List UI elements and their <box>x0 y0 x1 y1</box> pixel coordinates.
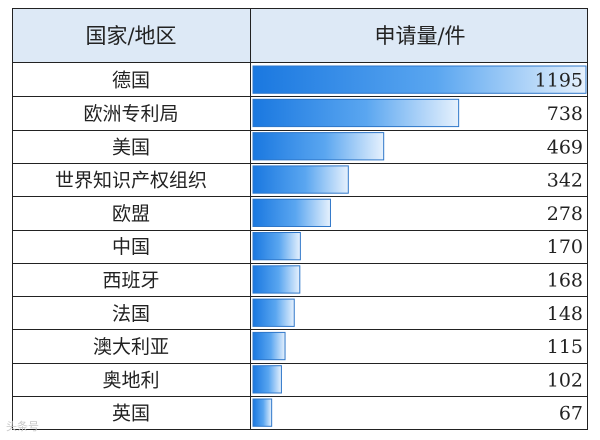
category-label: 中国 <box>112 236 150 258</box>
value-label: 738 <box>547 103 583 125</box>
table-gridlines <box>12 8 588 430</box>
value-label: 102 <box>547 369 583 391</box>
bar <box>252 165 349 194</box>
category-label: 西班牙 <box>102 269 159 291</box>
bar <box>252 198 331 227</box>
value-label: 115 <box>547 336 583 358</box>
category-label: 英国 <box>112 403 150 425</box>
category-label: 德国 <box>112 70 150 92</box>
value-label: 278 <box>547 203 583 225</box>
header-country: 国家/地区 <box>85 24 176 48</box>
bar <box>252 132 385 161</box>
bar <box>252 298 295 327</box>
header-count: 申请量/件 <box>374 24 465 48</box>
value-label: 67 <box>559 403 583 425</box>
data-bar-table: 国家/地区 申请量/件 德国 1195 欧洲专利局 738 美国 469 世界知识产权组织 3… <box>12 8 588 430</box>
value-label: 1195 <box>535 70 583 92</box>
category-label: 奥地利 <box>102 369 159 391</box>
value-label: 148 <box>547 303 583 325</box>
header-row-bg <box>12 8 588 62</box>
category-label: 欧洲专利局 <box>83 103 178 125</box>
watermark: 头条号 <box>6 420 39 433</box>
category-label: 美国 <box>112 136 150 158</box>
value-label: 170 <box>547 236 583 258</box>
value-label: 168 <box>547 269 583 291</box>
category-label: 世界知识产权组织 <box>55 170 207 192</box>
value-label: 342 <box>547 170 583 192</box>
bar <box>252 398 273 427</box>
table-rows: 德国 1195 欧洲专利局 738 美国 469 世界知识产权组织 342 欧盟 278 中国 170… <box>55 65 587 427</box>
table-border <box>12 8 588 430</box>
bar <box>252 98 460 128</box>
value-label: 469 <box>547 136 583 158</box>
bar <box>252 232 301 261</box>
bar <box>252 365 282 394</box>
category-label: 欧盟 <box>112 203 150 225</box>
bar <box>252 331 286 361</box>
bar <box>252 265 301 294</box>
bar <box>252 65 587 94</box>
category-label: 澳大利亚 <box>93 336 169 358</box>
category-label: 法国 <box>112 303 150 325</box>
